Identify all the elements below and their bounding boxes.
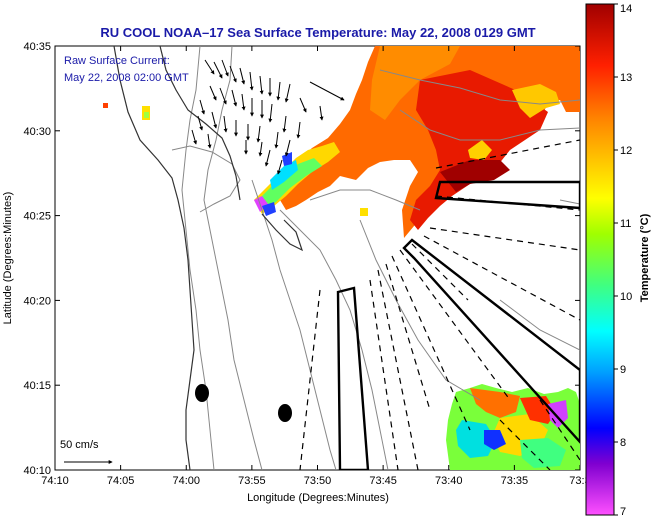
sst-hot-streak: [440, 160, 510, 192]
sst-yellow-edge: [512, 84, 560, 118]
colorbar-ticks: 14 13 12 11 10 9 8 7: [614, 3, 632, 518]
x-tick-label: 73:35: [501, 475, 529, 487]
y-tick-label: 40:20: [23, 295, 51, 307]
scale-label: 50 cm/s: [60, 439, 99, 451]
sst-small-yellow-2: [360, 208, 368, 216]
radial-dashed-lines: [299, 139, 580, 470]
sst-orange-patch: [370, 46, 460, 120]
sst-blue-spot: [262, 202, 276, 216]
current-annotation-line1: Raw Surface Current:: [64, 55, 170, 67]
y-axis-label: Latitude (Degrees:Minutes): [2, 192, 14, 325]
colorbar-tick-label: 14: [620, 3, 632, 15]
sst-southeast-cyan: [456, 420, 496, 458]
sst-small-red: [103, 103, 108, 108]
x-tick-label: 74:00: [172, 475, 200, 487]
map-layer: Raw Surface Current: May 22, 2008 02:00 …: [60, 46, 580, 470]
x-tick-label: 73:3: [569, 475, 590, 487]
colorbar: [585, 3, 615, 516]
colorbar-label: Temperature (°C): [639, 213, 651, 302]
shipping-lane-polygons: [336, 180, 580, 470]
buoy-marker-1: [195, 384, 209, 402]
colorbar-tick-label: 9: [620, 364, 626, 376]
sst-southeast-warm: [470, 388, 520, 418]
colorbar-tick-label: 7: [620, 506, 626, 518]
bathymetry-contours: [171, 46, 580, 470]
sst-southeast-blue: [484, 430, 506, 450]
x-tick-label: 74:10: [41, 475, 69, 487]
y-tick-label: 40:15: [23, 380, 51, 392]
x-tick-label: 73:50: [304, 475, 332, 487]
x-tick-label: 73:40: [435, 475, 463, 487]
sst-blue-spot-2: [282, 152, 292, 166]
sst-southeast-green2: [520, 438, 566, 468]
y-axis: 40:35 40:30 40:25 40:20 40:15 40:10: [23, 41, 580, 477]
y-tick-label: 40:10: [23, 465, 51, 477]
sst-green-edge: [262, 158, 322, 210]
x-tick-label: 73:55: [238, 475, 266, 487]
sst-southeast-magenta: [548, 400, 568, 428]
x-tick-label: 73:45: [369, 475, 397, 487]
buoy-marker-2: [278, 404, 292, 422]
figure-title: RU COOL NOAA–17 Sea Surface Temperature:…: [100, 25, 535, 40]
sst-small-green: [144, 112, 149, 118]
coastline: [113, 46, 304, 470]
sst-southeast-red: [520, 396, 556, 424]
current-annotation-line2: May 22, 2008 02:00 GMT: [64, 72, 189, 84]
x-tick-label: 74:05: [107, 475, 135, 487]
sst-magenta-spot: [254, 196, 268, 212]
x-axis: 74:10 74:05 74:00 73:55 73:50 73:45 73:40 73:35…: [41, 46, 591, 487]
y-tick-label: 40:30: [23, 126, 51, 138]
colorbar-tick-label: 12: [620, 145, 632, 157]
colorbar-tick-label: 11: [620, 218, 631, 230]
colorbar-tick-label: 8: [620, 437, 626, 449]
y-tick-label: 40:35: [23, 41, 51, 53]
colorbar-tick-label: 13: [620, 72, 632, 84]
x-axis-label: Longitude (Degrees:Minutes): [247, 492, 389, 504]
colorbar-tick-label: 10: [620, 291, 632, 303]
sst-yellow-edge-2: [468, 140, 492, 160]
y-tick-label: 40:25: [23, 211, 51, 223]
surface-current-vectors: [191, 59, 345, 175]
sst-cyan-edge: [270, 160, 298, 190]
